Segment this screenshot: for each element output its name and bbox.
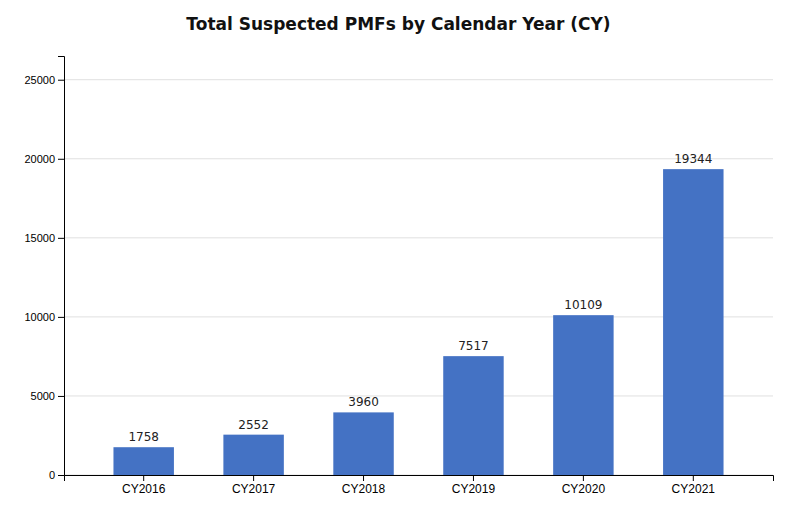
x-tick: CY2018 bbox=[342, 475, 386, 496]
x-tick-label: CY2018 bbox=[342, 482, 386, 496]
y-tick: 10000 bbox=[24, 311, 64, 323]
x-tick: CY2020 bbox=[562, 475, 606, 496]
bar bbox=[553, 315, 613, 475]
x-tick: CY2019 bbox=[452, 475, 496, 496]
x-tick-mark bbox=[363, 475, 364, 481]
y-tick-mark bbox=[58, 396, 64, 397]
chart-svg: 0500010000150002000025000CY2016CY2017CY2… bbox=[0, 0, 797, 519]
x-tick-mark bbox=[253, 475, 254, 481]
y-tick-mark bbox=[58, 475, 64, 476]
x-tick-label: CY2020 bbox=[562, 482, 606, 496]
y-tick-label: 0 bbox=[49, 469, 55, 481]
x-tick-label: CY2019 bbox=[452, 482, 496, 496]
y-tick: 5000 bbox=[31, 390, 64, 402]
y-tick: 20000 bbox=[24, 153, 64, 165]
y-tick-mark bbox=[58, 238, 64, 239]
x-tick-label: CY2021 bbox=[672, 482, 716, 496]
y-tick-mark bbox=[58, 80, 64, 81]
bar bbox=[223, 435, 283, 475]
data-label: 10109 bbox=[564, 298, 602, 312]
data-label: 1758 bbox=[128, 430, 159, 444]
x-tick: CY2017 bbox=[232, 475, 276, 496]
data-labels: 1758 2552 3960 7517 10109 19344 bbox=[128, 152, 712, 444]
data-label: 2552 bbox=[238, 418, 269, 432]
y-tick: 0 bbox=[49, 469, 64, 481]
y-tick-mark bbox=[58, 159, 64, 160]
x-tick: CY2021 bbox=[672, 475, 716, 496]
x-tick-label: CY2016 bbox=[122, 482, 166, 496]
x-axis-line bbox=[65, 476, 774, 482]
y-tick-label: 20000 bbox=[24, 153, 55, 165]
y-tick-label: 10000 bbox=[24, 311, 55, 323]
y-axis: 0 5000 10000 15000 20000 25000 bbox=[24, 57, 64, 482]
x-tick-mark bbox=[693, 475, 694, 481]
x-axis: CY2016 CY2017 CY2018 CY2019 CY2020 CY2021 bbox=[65, 475, 774, 496]
data-label: 7517 bbox=[458, 339, 489, 353]
y-tick: 15000 bbox=[24, 232, 64, 244]
x-tick-label: CY2017 bbox=[232, 482, 276, 496]
data-label: 3960 bbox=[348, 395, 379, 409]
bar bbox=[113, 447, 173, 475]
x-tick: CY2016 bbox=[122, 475, 166, 496]
x-tick-mark bbox=[583, 475, 584, 481]
y-tick-label: 15000 bbox=[24, 232, 55, 244]
plot: 0500010000150002000025000CY2016CY2017CY2… bbox=[24, 57, 773, 496]
bars bbox=[113, 169, 723, 475]
bar bbox=[443, 356, 503, 475]
bar bbox=[333, 412, 393, 475]
y-tick: 25000 bbox=[24, 74, 64, 86]
grid-line bbox=[64, 79, 773, 80]
grid-line bbox=[64, 158, 773, 159]
y-tick-label: 5000 bbox=[31, 390, 55, 402]
bar bbox=[663, 169, 723, 475]
y-axis-line bbox=[58, 57, 65, 476]
title: Total Suspected PMFs by Calendar Year (C… bbox=[186, 14, 610, 34]
y-tick-label: 25000 bbox=[24, 74, 55, 86]
grid bbox=[64, 80, 773, 475]
y-tick-mark bbox=[58, 317, 64, 318]
x-tick-mark bbox=[473, 475, 474, 481]
data-label: 19344 bbox=[674, 152, 712, 166]
x-tick-mark bbox=[143, 475, 144, 481]
